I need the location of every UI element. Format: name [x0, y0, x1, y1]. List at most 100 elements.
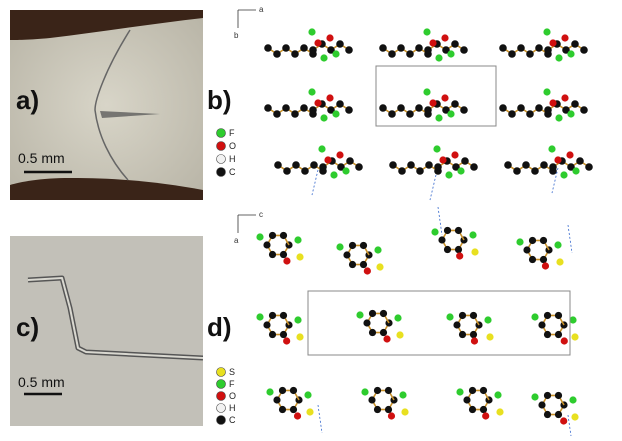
fluorine-atom-shape [531, 313, 539, 321]
fluorine-atom-shape [554, 241, 562, 249]
fluorine-atom-shape [423, 28, 431, 36]
oxygen-atom-shape [470, 337, 479, 345]
fluorine-atom-shape [294, 316, 302, 324]
carbon-atom-shape [319, 163, 327, 171]
carbon-atom-shape [517, 44, 525, 52]
carbon-atom-shape [554, 391, 563, 400]
carbon-atom-shape [576, 157, 584, 165]
legend-label-h: H [229, 403, 236, 413]
carbon-atom-shape [348, 260, 357, 269]
carbon-atom-shape [531, 167, 539, 175]
carbon-atom-shape [406, 50, 414, 58]
legend-label-o: O [229, 141, 236, 151]
carbon-atom-shape [406, 110, 414, 118]
legend-label-f: F [229, 128, 235, 138]
carbon-atom-shape [337, 163, 345, 171]
hbond-line [567, 224, 573, 254]
fluorine-atom-shape [447, 110, 455, 118]
oxygen-atom-shape [283, 257, 291, 265]
carbon-atom-shape [479, 386, 488, 395]
carbon-atom-shape [309, 46, 317, 54]
carbon-atom-shape [368, 396, 376, 404]
carbon-atom-shape [554, 311, 563, 320]
legend-atom-h [216, 154, 226, 164]
fluorine-atom-shape [361, 388, 369, 396]
carbon-atom-shape [463, 396, 471, 404]
needle-shadow-shape [100, 111, 160, 118]
fluorine-atom-shape [256, 233, 264, 241]
carbon-atom-shape [278, 386, 287, 395]
carbon-atom-shape [384, 405, 393, 414]
carbon-atom-shape [373, 386, 382, 395]
oxygen-atom-shape [456, 252, 464, 260]
carbon-atom-shape [279, 231, 288, 240]
legend-atom-h [216, 403, 226, 413]
fluorine-atom-shape [484, 316, 492, 324]
fluorine-atom-shape [332, 50, 340, 58]
carbon-atom-shape [327, 106, 335, 114]
oxygen-atom-shape [314, 99, 322, 107]
fluorine-atom-shape [555, 54, 563, 62]
carbon-atom-shape [388, 110, 396, 118]
fluorine-atom-shape [548, 145, 556, 153]
carbon-atom-shape [543, 330, 552, 339]
oxygen-atom-shape [336, 151, 344, 159]
carbon-atom-shape [549, 163, 557, 171]
carbon-atom-shape [535, 44, 543, 52]
carbon-atom-shape [309, 106, 317, 114]
panel-c-scale-label: 0.5 mm [18, 374, 65, 390]
oxygen-atom-shape [561, 94, 569, 102]
carbon-atom-shape [571, 40, 579, 48]
fluorine-atom-shape [446, 313, 454, 321]
carbon-atom-shape [283, 167, 291, 175]
oxygen-atom-shape [383, 335, 391, 343]
sulfur-atom-shape [401, 408, 409, 416]
fluorine-atom-shape [320, 54, 328, 62]
fluorine-atom-shape [356, 311, 364, 319]
carbon-atom-shape [310, 161, 318, 169]
sulfur-atom-shape [571, 333, 579, 341]
sulfur-atom-shape [306, 408, 314, 416]
fluorine-atom-shape [447, 50, 455, 58]
carbon-atom-shape [442, 46, 450, 54]
carbon-atom-shape [379, 104, 387, 112]
carbon-atom-shape [279, 250, 288, 259]
legend-atom-c [216, 167, 226, 177]
fluorine-atom-shape [266, 388, 274, 396]
fluorine-atom-shape [332, 110, 340, 118]
sulfur-atom-shape [471, 248, 479, 256]
carbon-atom-shape [300, 104, 308, 112]
oxygen-atom-shape [482, 412, 490, 420]
axis-c-label: c [259, 210, 263, 219]
carbon-atom-shape [336, 40, 344, 48]
axis-a-label: a [259, 5, 264, 14]
carbon-atom-shape [273, 50, 281, 58]
carbon-atom-shape [513, 167, 521, 175]
carbon-atom-shape [289, 386, 298, 395]
carbon-atom-shape [345, 106, 353, 114]
fluorine-atom-shape [569, 396, 577, 404]
carbon-atom-shape [363, 319, 371, 327]
carbon-atom-shape [268, 311, 277, 320]
carbon-atom-shape [554, 330, 563, 339]
legend-label-f: F [229, 379, 235, 389]
oxygen-atom-shape [363, 267, 371, 275]
carbon-atom-shape [461, 157, 469, 165]
hbond-line [551, 167, 559, 194]
carbon-atom-shape [336, 100, 344, 108]
carbon-atom-shape [300, 44, 308, 52]
carbon-atom-shape [346, 157, 354, 165]
carbon-atom-shape [535, 104, 543, 112]
fluorine-atom-shape [318, 145, 326, 153]
fluorine-atom-shape [435, 54, 443, 62]
legend-label-s: S [229, 367, 235, 377]
carbon-atom-shape [522, 161, 530, 169]
legend-atom-c [216, 415, 226, 425]
carbon-atom-shape [499, 44, 507, 52]
carbon-atom-shape [543, 410, 552, 419]
panel-c-label: c) [16, 312, 40, 342]
legend-atom-f [216, 128, 226, 138]
oxygen-atom-shape [429, 39, 437, 47]
